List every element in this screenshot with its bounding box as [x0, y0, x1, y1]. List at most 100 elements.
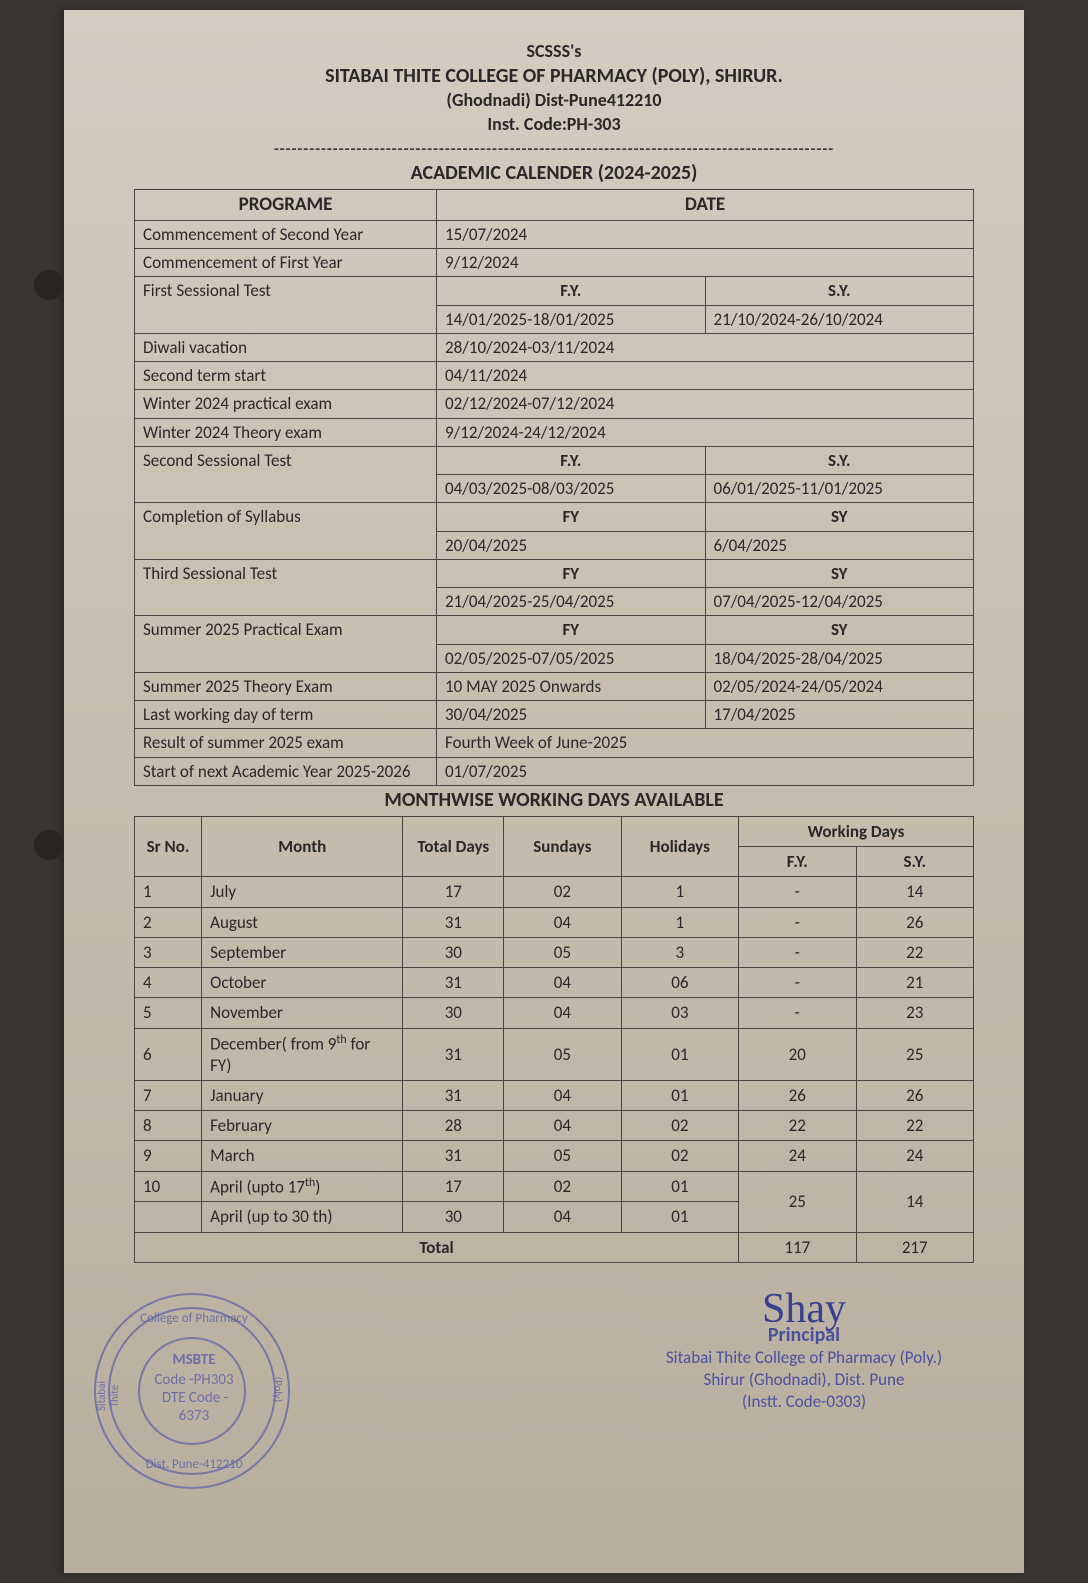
- cell-fy: 20/04/2025: [437, 531, 705, 559]
- cell-fy-hdr: F.Y.: [437, 446, 705, 474]
- th-fy: F.Y.: [739, 847, 856, 877]
- cell: 14: [856, 877, 974, 907]
- stamp-text: College of Pharmacy: [134, 1311, 254, 1326]
- cell-total-label: Total: [135, 1232, 739, 1262]
- cell: 31: [403, 1080, 504, 1110]
- cell: 24: [856, 1141, 974, 1171]
- cell-label: Winter 2024 Theory exam: [135, 418, 437, 446]
- cell: 22: [739, 1111, 856, 1141]
- table-row: Winter 2024 Theory exam 9/12/2024-24/12/…: [135, 418, 974, 446]
- stamp-text: (Poly): [272, 1369, 285, 1409]
- table-row: Third Sessional Test FY SY: [135, 559, 974, 587]
- cell-total-sy: 217: [856, 1232, 974, 1262]
- document-page: SCSSS's SITABAI THITE COLLEGE OF PHARMAC…: [64, 10, 1024, 1573]
- cell-date: 15/07/2024: [437, 220, 974, 248]
- stamp-text: Sitabai Thite: [95, 1376, 121, 1416]
- signature-line: Shirur (Ghodnadi), Dist. Pune: [634, 1369, 974, 1391]
- cell-label: First Sessional Test: [135, 277, 437, 334]
- table-row: Last working day of term 30/04/2025 17/0…: [135, 701, 974, 729]
- cell: 31: [403, 1141, 504, 1171]
- cell: 20: [739, 1028, 856, 1080]
- cell-total-fy: 117: [739, 1232, 856, 1262]
- cell: 1: [621, 877, 738, 907]
- cell: 8: [135, 1111, 202, 1141]
- header-line-4: Inst. Code:PH-303: [134, 113, 974, 136]
- academic-calendar-table: PROGRAME DATE Commencement of Second Yea…: [134, 189, 974, 786]
- table-row: Commencement of First Year 9/12/2024: [135, 249, 974, 277]
- table-row: 10April (upto 17th)1702012514: [135, 1171, 974, 1202]
- table-row: 8February2804022222: [135, 1111, 974, 1141]
- cell: 14: [856, 1171, 974, 1232]
- cell: 01: [621, 1171, 738, 1202]
- cell-fy-hdr: FY: [437, 616, 705, 644]
- cell: July: [202, 877, 403, 907]
- working-days-table: Sr No. Month Total Days Sundays Holidays…: [134, 816, 974, 1263]
- cell: 05: [504, 937, 621, 967]
- cell-fy: 04/03/2025-08/03/2025: [437, 475, 705, 503]
- th-month: Month: [202, 816, 403, 877]
- section-title-working: MONTHWISE WORKING DAYS AVAILABLE: [134, 788, 974, 812]
- cell-date: 9/12/2024: [437, 249, 974, 277]
- table-row-total: Total 117 217: [135, 1232, 974, 1262]
- cell-sy: 06/01/2025-11/01/2025: [705, 475, 974, 503]
- cell: August: [202, 907, 403, 937]
- cell: April (up to 30 th): [202, 1202, 403, 1232]
- cell-fy: 30/04/2025: [437, 701, 705, 729]
- cell: December( from 9th for FY): [202, 1028, 403, 1080]
- cell: 2: [135, 907, 202, 937]
- cell: 22: [856, 1111, 974, 1141]
- cell-date: 28/10/2024-03/11/2024: [437, 333, 974, 361]
- th-sy: S.Y.: [856, 847, 974, 877]
- signature-scribble: Shay: [634, 1293, 974, 1327]
- cell: 1: [135, 877, 202, 907]
- cell-fy: 14/01/2025-18/01/2025: [437, 305, 705, 333]
- cell: 5: [135, 998, 202, 1028]
- cell: 26: [739, 1080, 856, 1110]
- cell-sy-hdr: S.Y.: [705, 277, 974, 305]
- cell-fy-hdr: FY: [437, 559, 705, 587]
- th-date: DATE: [437, 190, 974, 221]
- cell-sy: 6/04/2025: [705, 531, 974, 559]
- cell: 3: [135, 937, 202, 967]
- cell-label: Last working day of term: [135, 701, 437, 729]
- table-row: 1July17021-14: [135, 877, 974, 907]
- cell: 21: [856, 968, 974, 998]
- cell: -: [739, 998, 856, 1028]
- cell-label: Second term start: [135, 362, 437, 390]
- cell-sy-hdr: SY: [705, 616, 974, 644]
- table-row: 4October310406-21: [135, 968, 974, 998]
- header-line-3: (Ghodnadi) Dist-Pune412210: [134, 89, 974, 112]
- cell: 4: [135, 968, 202, 998]
- table-row: 3September30053-22: [135, 937, 974, 967]
- cell: 04: [504, 907, 621, 937]
- cell-fy-hdr: FY: [437, 503, 705, 531]
- cell: 9: [135, 1141, 202, 1171]
- th-workingdays: Working Days: [739, 816, 974, 846]
- signature-block: Shay Principal Sitabai Thite College of …: [634, 1293, 974, 1413]
- stamp-text: Dist. Pune-412210: [134, 1457, 254, 1472]
- cell: 30: [403, 937, 504, 967]
- header-line-1: SCSSS's: [134, 40, 974, 63]
- cell-label: Summer 2025 Practical Exam: [135, 616, 437, 673]
- cell: 02: [621, 1111, 738, 1141]
- cell-sy-hdr: S.Y.: [705, 446, 974, 474]
- cell: 31: [403, 907, 504, 937]
- table-row: Second Sessional Test F.Y. S.Y.: [135, 446, 974, 474]
- cell: 03: [621, 998, 738, 1028]
- cell: 01: [621, 1202, 738, 1232]
- cell: 7: [135, 1080, 202, 1110]
- cell: 26: [856, 907, 974, 937]
- divider-dashed: ----------------------------------------…: [134, 140, 974, 159]
- cell: 25: [856, 1028, 974, 1080]
- stamp-text: Code -PH303: [144, 1371, 244, 1389]
- cell: 06: [621, 968, 738, 998]
- section-title-calendar: ACADEMIC CALENDER (2024-2025): [134, 161, 974, 185]
- cell-date: 9/12/2024-24/12/2024: [437, 418, 974, 446]
- table-row: Summer 2025 Practical Exam FY SY: [135, 616, 974, 644]
- header-line-2: SITABAI THITE COLLEGE OF PHARMACY (POLY)…: [134, 63, 974, 89]
- cell: 05: [504, 1141, 621, 1171]
- cell: 17: [403, 877, 504, 907]
- cell: 26: [856, 1080, 974, 1110]
- cell: 02: [504, 1171, 621, 1202]
- cell-fy-hdr: F.Y.: [437, 277, 705, 305]
